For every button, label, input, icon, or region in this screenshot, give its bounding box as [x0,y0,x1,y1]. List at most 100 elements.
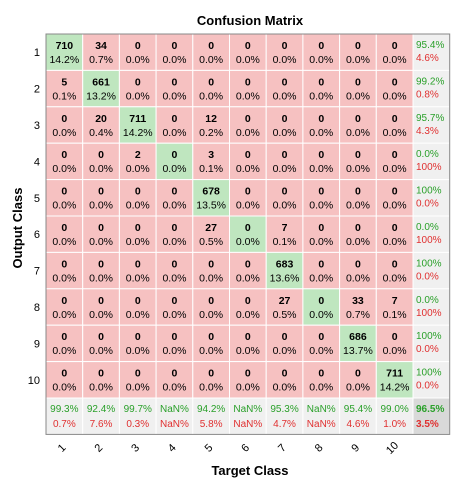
matrix-cell [155,324,194,363]
matrix-cell [339,69,377,108]
matrix-cell [229,288,267,326]
cell-percent: 0.0% [383,236,407,248]
cell-count: 0 [135,295,141,307]
cell-percent: 0.0% [199,90,223,102]
row-correct-percent: 100% [416,368,442,379]
col-correct-percent: 99.3% [50,404,78,415]
matrix-cell [265,69,304,108]
matrix-cell [45,106,84,144]
cell-percent: 0.0% [52,163,76,175]
cell-percent: 0.0% [89,200,113,212]
cell-count: 0 [318,40,324,52]
cell-percent: 0.0% [309,309,333,321]
cell-percent: 0.0% [309,90,333,102]
cell-count: 0 [135,258,141,270]
cell-percent: 0.0% [126,272,150,284]
cell-count: 0 [135,186,141,198]
cell-count: 0 [98,295,104,307]
x-tick-label: 2 [93,442,106,455]
matrix-cell [229,69,267,108]
cell-count: 0 [392,76,398,88]
matrix-cell [265,324,304,363]
cell-percent: 0.0% [236,272,260,284]
matrix-cell [265,251,304,290]
cell-count: 0 [245,295,251,307]
overall-error-percent: 3.5% [416,419,439,430]
cell-percent: 0.0% [199,54,223,66]
cell-count: 0 [318,368,324,380]
matrix-cell [339,324,377,363]
matrix-cell [45,142,84,181]
matrix-cell [339,288,377,326]
row-correct-percent: 100% [416,331,442,342]
cell-percent: 0.0% [309,54,333,66]
cell-count: 0 [355,258,361,270]
row-summary-cell [412,142,451,181]
y-tick-label: 3 [34,120,40,132]
row-error-percent: 0.8% [416,89,439,100]
cell-count: 7 [282,222,288,234]
cell-count: 683 [276,258,294,270]
matrix-cell [229,179,267,217]
cell-count: 0 [61,113,67,125]
matrix-cell [82,324,120,363]
matrix-cell [265,142,304,181]
cell-count: 0 [245,40,251,52]
col-correct-percent: NaN% [233,404,262,415]
cell-percent: 0.1% [52,90,76,102]
cell-percent: 0.0% [346,236,370,248]
cell-count: 0 [172,222,178,234]
cell-percent: 0.0% [236,127,260,139]
overall-summary-cell [412,397,451,435]
cell-percent: 0.0% [236,309,260,321]
col-correct-percent: 94.2% [197,404,225,415]
cell-percent: 0.0% [273,200,297,212]
matrix-cell [82,33,120,71]
cell-percent: 0.0% [383,200,407,212]
cell-count: 0 [318,295,324,307]
cell-percent: 0.0% [236,90,260,102]
matrix-cell [265,361,304,399]
cell-percent: 0.0% [52,345,76,357]
cell-count: 0 [61,222,67,234]
col-correct-percent: 99.7% [124,404,152,415]
row-error-percent: 4.6% [416,53,439,64]
cell-percent: 0.7% [346,309,370,321]
cell-count: 0 [208,258,214,270]
chart-title: Confusion Matrix [197,13,304,28]
cell-percent: 0.0% [199,345,223,357]
matrix-cell [302,33,341,71]
col-correct-percent: 99.0% [380,404,408,415]
cell-count: 0 [392,113,398,125]
cell-count: 0 [355,76,361,88]
cell-count: 0 [282,113,288,125]
cell-count: 0 [135,368,141,380]
cell-count: 0 [355,222,361,234]
col-error-percent: NaN% [160,419,189,430]
cell-count: 0 [172,331,178,343]
cell-percent: 0.0% [162,90,186,102]
matrix-cell [82,179,120,217]
matrix-cell [192,361,231,399]
col-correct-percent: NaN% [307,404,336,415]
cell-count: 0 [318,149,324,161]
x-tick-label: 4 [166,442,179,455]
matrix-cell [229,215,267,253]
cell-percent: 0.0% [52,127,76,139]
row-error-percent: 100% [416,308,442,319]
matrix-cell [339,179,377,217]
cell-count: 0 [172,76,178,88]
cell-percent: 0.0% [346,163,370,175]
cell-count: 0 [282,149,288,161]
matrix-cell [339,215,377,253]
cell-count: 0 [318,331,324,343]
cell-percent: 0.0% [309,236,333,248]
cell-percent: 0.2% [199,127,223,139]
matrix-cell [192,324,231,363]
cell-count: 0 [355,40,361,52]
cell-count: 0 [98,331,104,343]
cell-percent: 0.0% [126,163,150,175]
row-correct-percent: 0.0% [416,222,439,233]
col-summary-cell [302,397,341,435]
cell-percent: 0.1% [383,309,407,321]
